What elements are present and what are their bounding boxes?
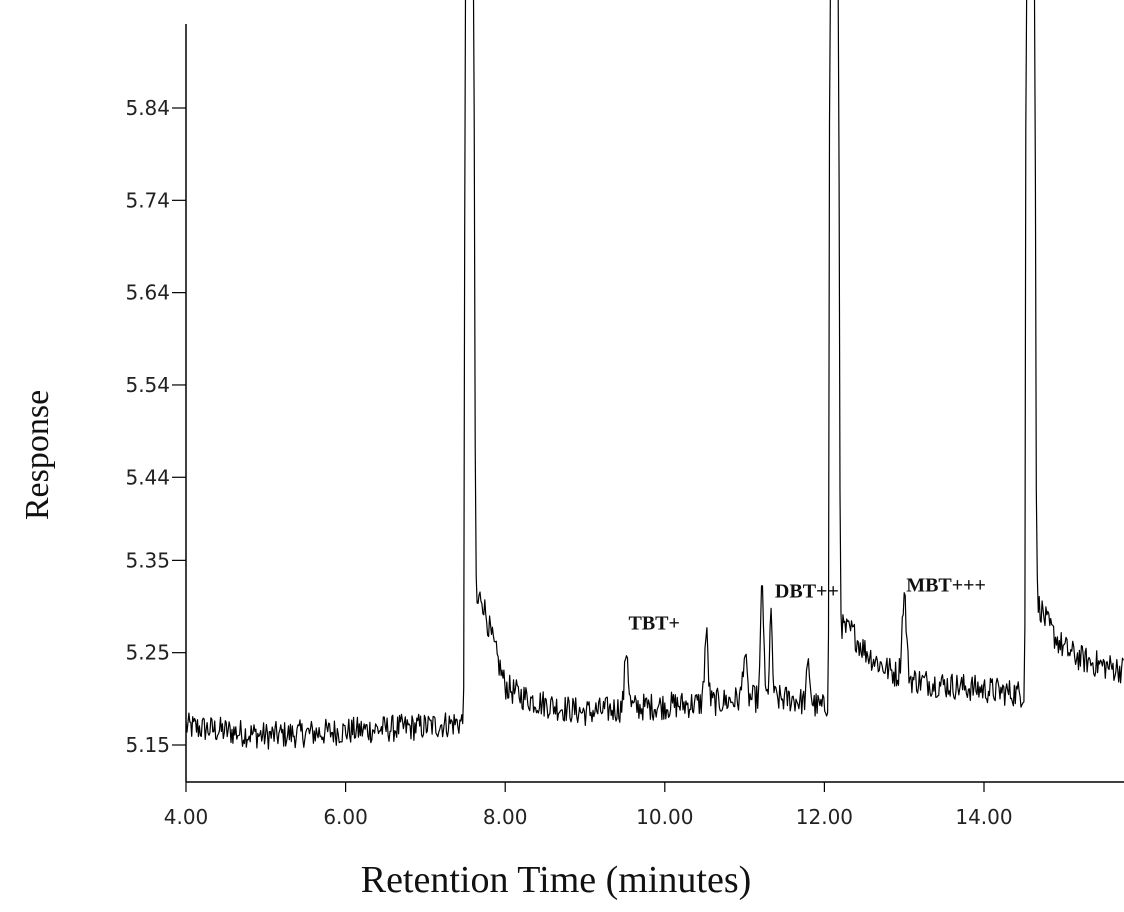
peak-label: MBT+++ [906,574,986,596]
y-axis-title: Response [19,390,56,520]
x-tick-label: 6.00 [323,805,368,829]
axes [185,24,1124,783]
y-tick-label: 5.35 [125,548,170,572]
x-tick-label: 8.00 [483,805,528,829]
y-tick-label: 5.54 [125,373,170,397]
y-ticks: 5.15 5.25 5.35 5.44 5.54 5.64 5.74 5.84 [125,96,186,757]
peak-labels: TetrabutyltinTBT+DBT++HePe3Sn ISTDMBT+++ [628,574,986,635]
y-tick-label: 5.15 [125,733,170,757]
y-tick-label: 5.74 [125,188,170,212]
y-tick-label: 5.84 [125,96,170,120]
x-tick-label: 12.00 [796,805,853,829]
peak-label: DBT++ [775,580,839,602]
y-tick-label: 5.44 [125,465,170,489]
peak-label: TBT+ [628,613,679,635]
chromatogram-trace [185,0,1124,750]
y-tick-label: 5.64 [125,281,170,305]
x-tick-label: 4.00 [164,805,209,829]
x-ticks: 4.00 6.00 8.00 10.00 12.00 14.00 [164,782,1013,829]
y-tick-label: 5.25 [125,641,170,665]
x-axis-title: Retention Time (minutes) [361,859,752,901]
x-tick-label: 14.00 [955,805,1012,829]
x-tick-label: 10.00 [636,805,693,829]
